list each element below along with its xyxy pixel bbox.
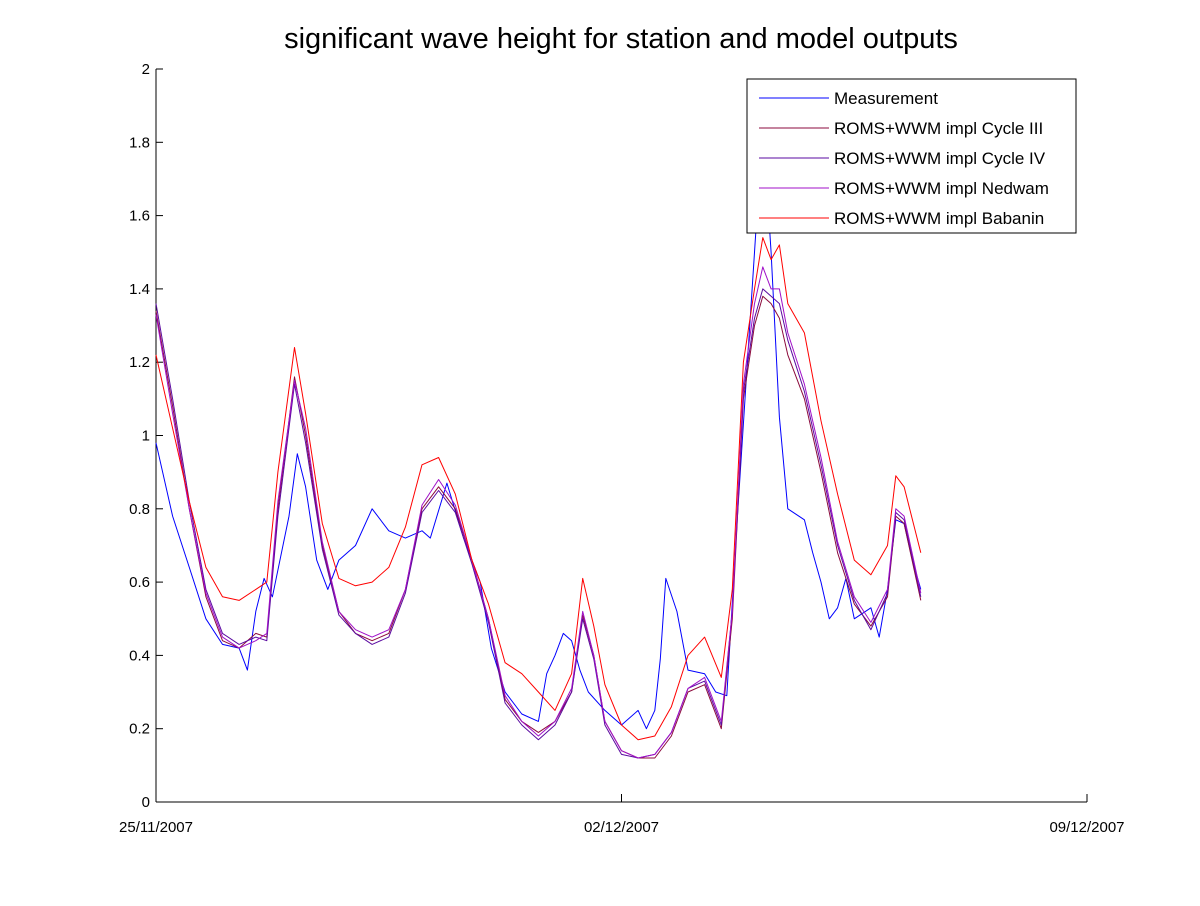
legend-label: ROMS+WWM impl Cycle IV (834, 149, 1046, 168)
y-axis-ticks: 0 0.2 0.4 0.6 0.8 1 1.2 1.4 1.6 1.8 2 (129, 61, 163, 811)
series-line-3 (155, 266, 922, 759)
y-tick-label: 1.2 (129, 354, 150, 371)
y-tick-label: 1 (142, 428, 150, 445)
y-tick-label: 0.4 (129, 647, 150, 664)
chart-title: significant wave height for station and … (284, 23, 958, 55)
legend-label: ROMS+WWM impl Nedwam (834, 179, 1049, 198)
legend-label: ROMS+WWM impl Babanin (834, 209, 1044, 228)
x-tick-label: 09/12/2007 (1049, 819, 1124, 836)
y-tick-label: 1.6 (129, 208, 150, 225)
y-tick-label: 0.2 (129, 721, 150, 738)
legend-label: Measurement (834, 89, 938, 108)
series-line-0 (155, 123, 922, 730)
y-tick-label: 0.6 (129, 574, 150, 591)
y-tick-label: 2 (142, 61, 150, 78)
x-tick-label: 25/11/2007 (119, 819, 193, 836)
series-line-2 (155, 288, 922, 759)
series-line-4 (155, 237, 922, 741)
legend-box (746, 78, 1077, 234)
y-tick-label: 1.8 (129, 134, 150, 151)
x-axis-ticks: 25/11/2007 02/12/2007 09/12/2007 (119, 794, 1125, 836)
y-tick-label: 0.8 (129, 501, 150, 518)
y-tick-label: 0 (142, 794, 150, 811)
legend-label: ROMS+WWM impl Cycle III (834, 119, 1043, 138)
x-tick-label: 02/12/2007 (584, 819, 659, 836)
y-tick-label: 1.4 (129, 281, 150, 298)
legend: Measurement ROMS+WWM impl Cycle III ROMS+W… (746, 78, 1077, 234)
series-lines (155, 123, 922, 759)
